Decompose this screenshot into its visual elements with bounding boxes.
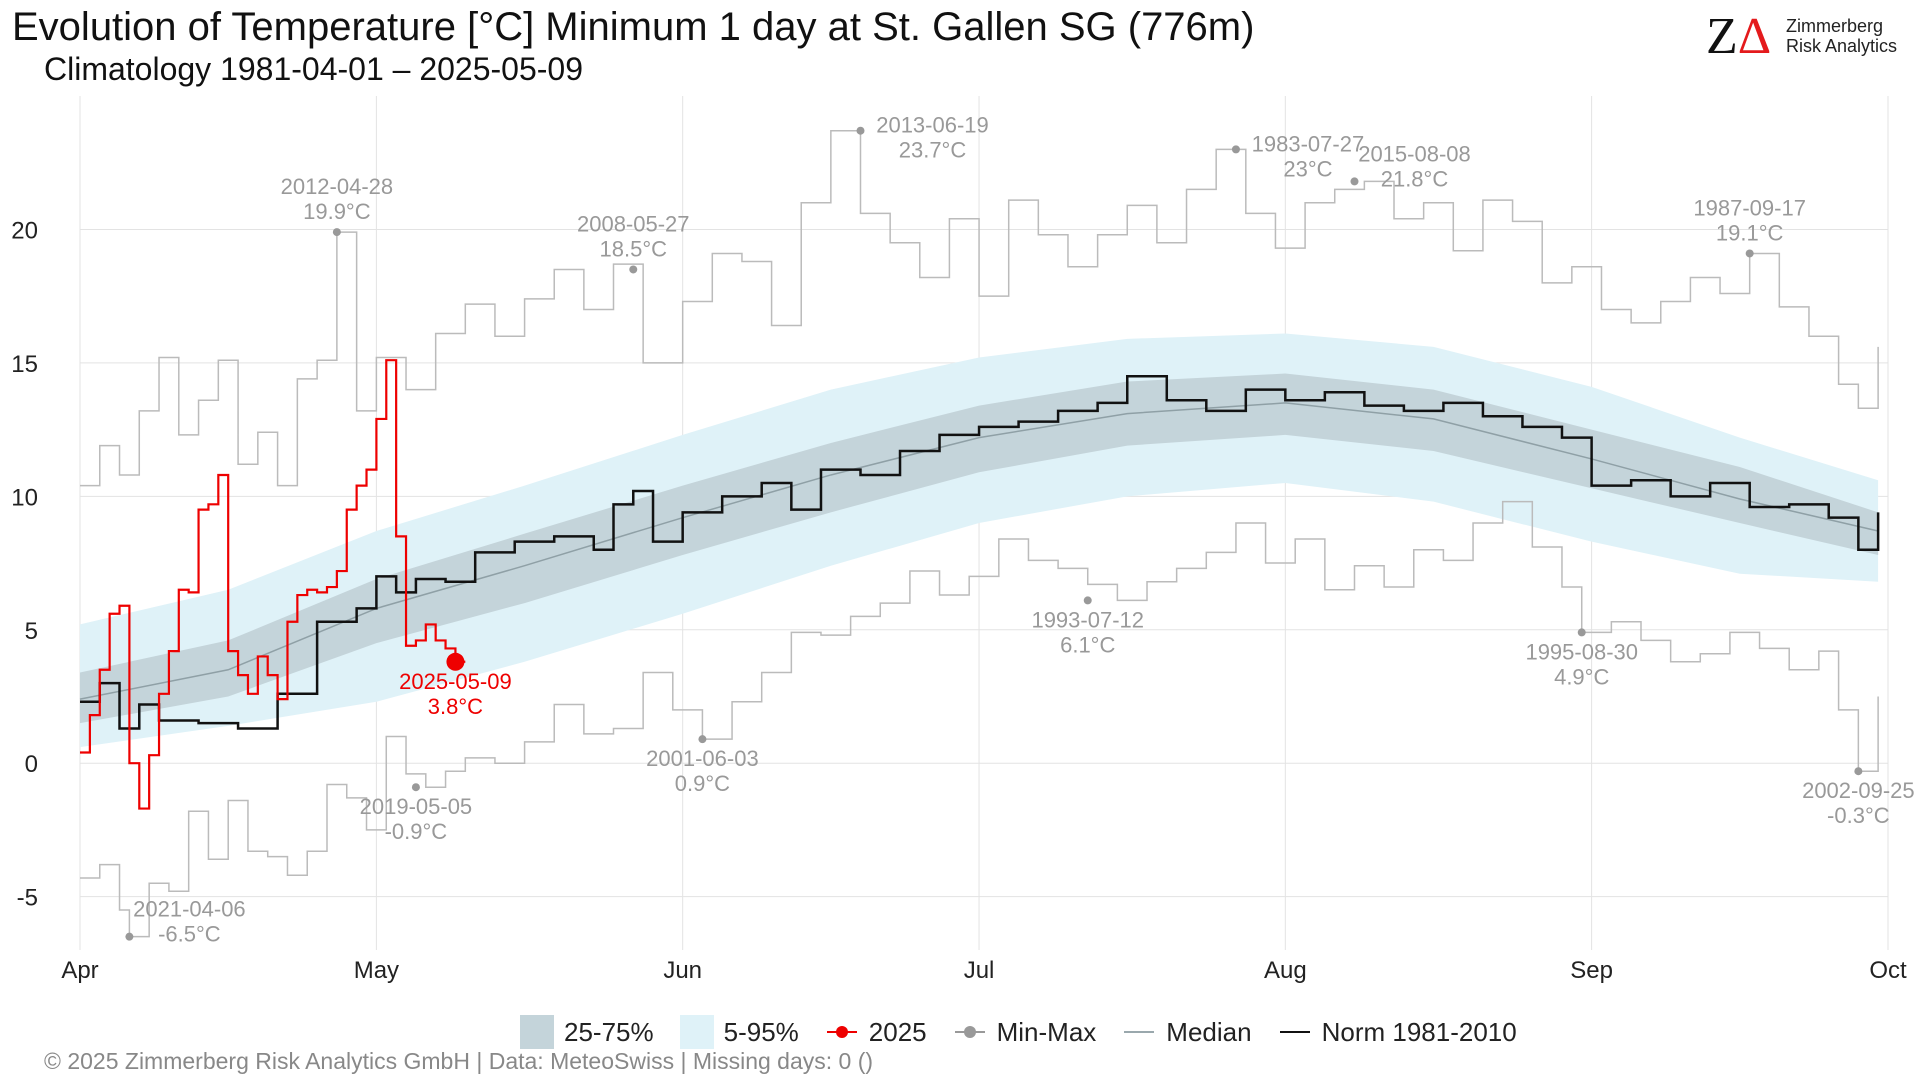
annotation-temp: 21.8°C bbox=[1381, 166, 1449, 191]
extreme-point bbox=[698, 735, 707, 744]
norm-series-line bbox=[80, 374, 1880, 730]
annotation-date: 2021-04-06 bbox=[133, 897, 246, 922]
annotation-temp: 19.1°C bbox=[1716, 220, 1784, 245]
annotation-temp: 18.5°C bbox=[600, 236, 668, 261]
legend-swatch-p95 bbox=[679, 1015, 714, 1049]
annotation-date: 1983-07-27 bbox=[1252, 131, 1365, 156]
extreme-point bbox=[629, 265, 638, 274]
legend-item-iqr: 25-75% bbox=[520, 1015, 654, 1049]
annotation-date: 1995-08-30 bbox=[1525, 639, 1638, 664]
legend-swatch-iqr bbox=[520, 1015, 554, 1049]
chart-legend: 25-75% 5-95% 2025 Min-Max Median Norm 19… bbox=[520, 1012, 1543, 1052]
legend-swatch-norm bbox=[1278, 1015, 1312, 1049]
annotation-date: 1993-07-12 bbox=[1031, 607, 1144, 632]
legend-swatch-minmax bbox=[953, 1015, 987, 1049]
logo-text-line2: Risk Analytics bbox=[1786, 36, 1898, 56]
legend-label-iqr: 25-75% bbox=[564, 1016, 654, 1047]
logo-text-line1: Zimmerberg bbox=[1786, 16, 1884, 36]
annotation-temp: 0.9°C bbox=[675, 771, 730, 796]
legend-item-2025: 2025 bbox=[825, 1015, 927, 1049]
annotation-date: 2001-06-03 bbox=[646, 746, 759, 771]
x-tick-label: Sep bbox=[1570, 957, 1613, 984]
legend-label-norm: Norm 1981-2010 bbox=[1321, 1016, 1517, 1047]
y-tick-label: 15 bbox=[11, 351, 38, 378]
annotation-temp: 23°C bbox=[1283, 156, 1332, 181]
annotation-temp: 4.9°C bbox=[1554, 664, 1609, 689]
logo-delta: Δ bbox=[1737, 8, 1772, 65]
extreme-point bbox=[1231, 145, 1240, 154]
annotation-temp: 6.1°C bbox=[1060, 632, 1115, 657]
chart-subtitle: Climatology 1981-04-01 – 2025-05-09 bbox=[44, 51, 584, 87]
footer-credits: © 2025 Zimmerberg Risk Analytics GmbH | … bbox=[44, 1048, 874, 1074]
extreme-point bbox=[125, 932, 134, 941]
extreme-point bbox=[1083, 596, 1092, 605]
annotation-temp: 23.7°C bbox=[899, 138, 967, 163]
annotation-temp: 19.9°C bbox=[303, 199, 371, 224]
extreme-point bbox=[1350, 177, 1359, 186]
company-logo: ZΔ Zimmerberg Risk Analytics bbox=[1706, 10, 1906, 64]
percentile-bands bbox=[80, 333, 1879, 748]
logo-mark: ZΔ bbox=[1706, 10, 1771, 64]
annotation-date: 2015-08-08 bbox=[1358, 141, 1471, 166]
extreme-point bbox=[411, 783, 420, 792]
series-lines bbox=[79, 129, 1880, 938]
extreme-point bbox=[1745, 249, 1754, 258]
min-series-line bbox=[80, 500, 1879, 938]
x-tick-label: Oct bbox=[1869, 957, 1907, 984]
extreme-point bbox=[856, 126, 865, 135]
x-tick-label: Jul bbox=[964, 957, 995, 984]
legend-swatch-2025 bbox=[825, 1015, 859, 1049]
y-tick-label: -5 bbox=[17, 885, 38, 912]
annotation-date: 1987-09-17 bbox=[1693, 195, 1806, 220]
y-tick-label: 5 bbox=[25, 618, 38, 645]
legend-item-norm: Norm 1981-2010 bbox=[1278, 1015, 1517, 1049]
annotation-temp: 3.8°C bbox=[428, 694, 483, 719]
series-2025-line bbox=[80, 359, 466, 810]
legend-item-minmax: Min-Max bbox=[953, 1015, 1097, 1049]
max-series-line bbox=[80, 129, 1879, 487]
legend-swatch-median bbox=[1122, 1015, 1156, 1049]
legend-label-p95: 5-95% bbox=[723, 1016, 799, 1047]
annotation-date: 2012-04-28 bbox=[281, 174, 394, 199]
annotation-date: 2002-09-25 bbox=[1802, 778, 1915, 803]
annotation-date: 2019-05-05 bbox=[360, 794, 473, 819]
extreme-point bbox=[1854, 767, 1863, 776]
x-tick-label: Jun bbox=[663, 957, 702, 984]
legend-item-p95: 5-95% bbox=[679, 1015, 799, 1049]
legend-label-2025: 2025 bbox=[868, 1016, 927, 1047]
annotation-temp: -6.5°C bbox=[158, 922, 221, 947]
annotation-date: 2025-05-09 bbox=[399, 669, 512, 694]
legend-item-median: Median bbox=[1122, 1015, 1252, 1049]
x-axis-ticks: Apr May Jun Jul Aug Sep Oct bbox=[61, 957, 1907, 984]
y-tick-label: 20 bbox=[11, 217, 38, 244]
y-tick-label: 0 bbox=[25, 751, 38, 778]
annotation-temp: -0.3°C bbox=[1827, 803, 1890, 828]
legend-label-median: Median bbox=[1166, 1016, 1252, 1047]
extreme-point bbox=[1577, 628, 1586, 637]
logo-text: Zimmerberg Risk Analytics bbox=[1786, 16, 1897, 56]
y-axis-ticks: -5 0 5 10 15 20 bbox=[11, 217, 38, 911]
x-tick-label: May bbox=[354, 957, 399, 984]
annotation-points bbox=[125, 126, 1863, 941]
logo-letter: Z bbox=[1706, 8, 1738, 65]
extreme-point bbox=[332, 228, 341, 237]
annotation-temp: -0.9°C bbox=[385, 819, 448, 844]
x-tick-label: Apr bbox=[61, 957, 98, 984]
legend-label-minmax: Min-Max bbox=[996, 1016, 1097, 1047]
y-tick-label: 10 bbox=[11, 484, 38, 511]
current-value-point bbox=[446, 652, 465, 671]
annotation-date: 2013-06-19 bbox=[876, 113, 989, 138]
x-tick-label: Aug bbox=[1264, 957, 1307, 984]
chart-title: Evolution of Temperature [°C] Minimum 1 … bbox=[12, 5, 1255, 49]
annotation-date: 2008-05-27 bbox=[577, 211, 690, 236]
band-25-75 bbox=[80, 373, 1879, 724]
